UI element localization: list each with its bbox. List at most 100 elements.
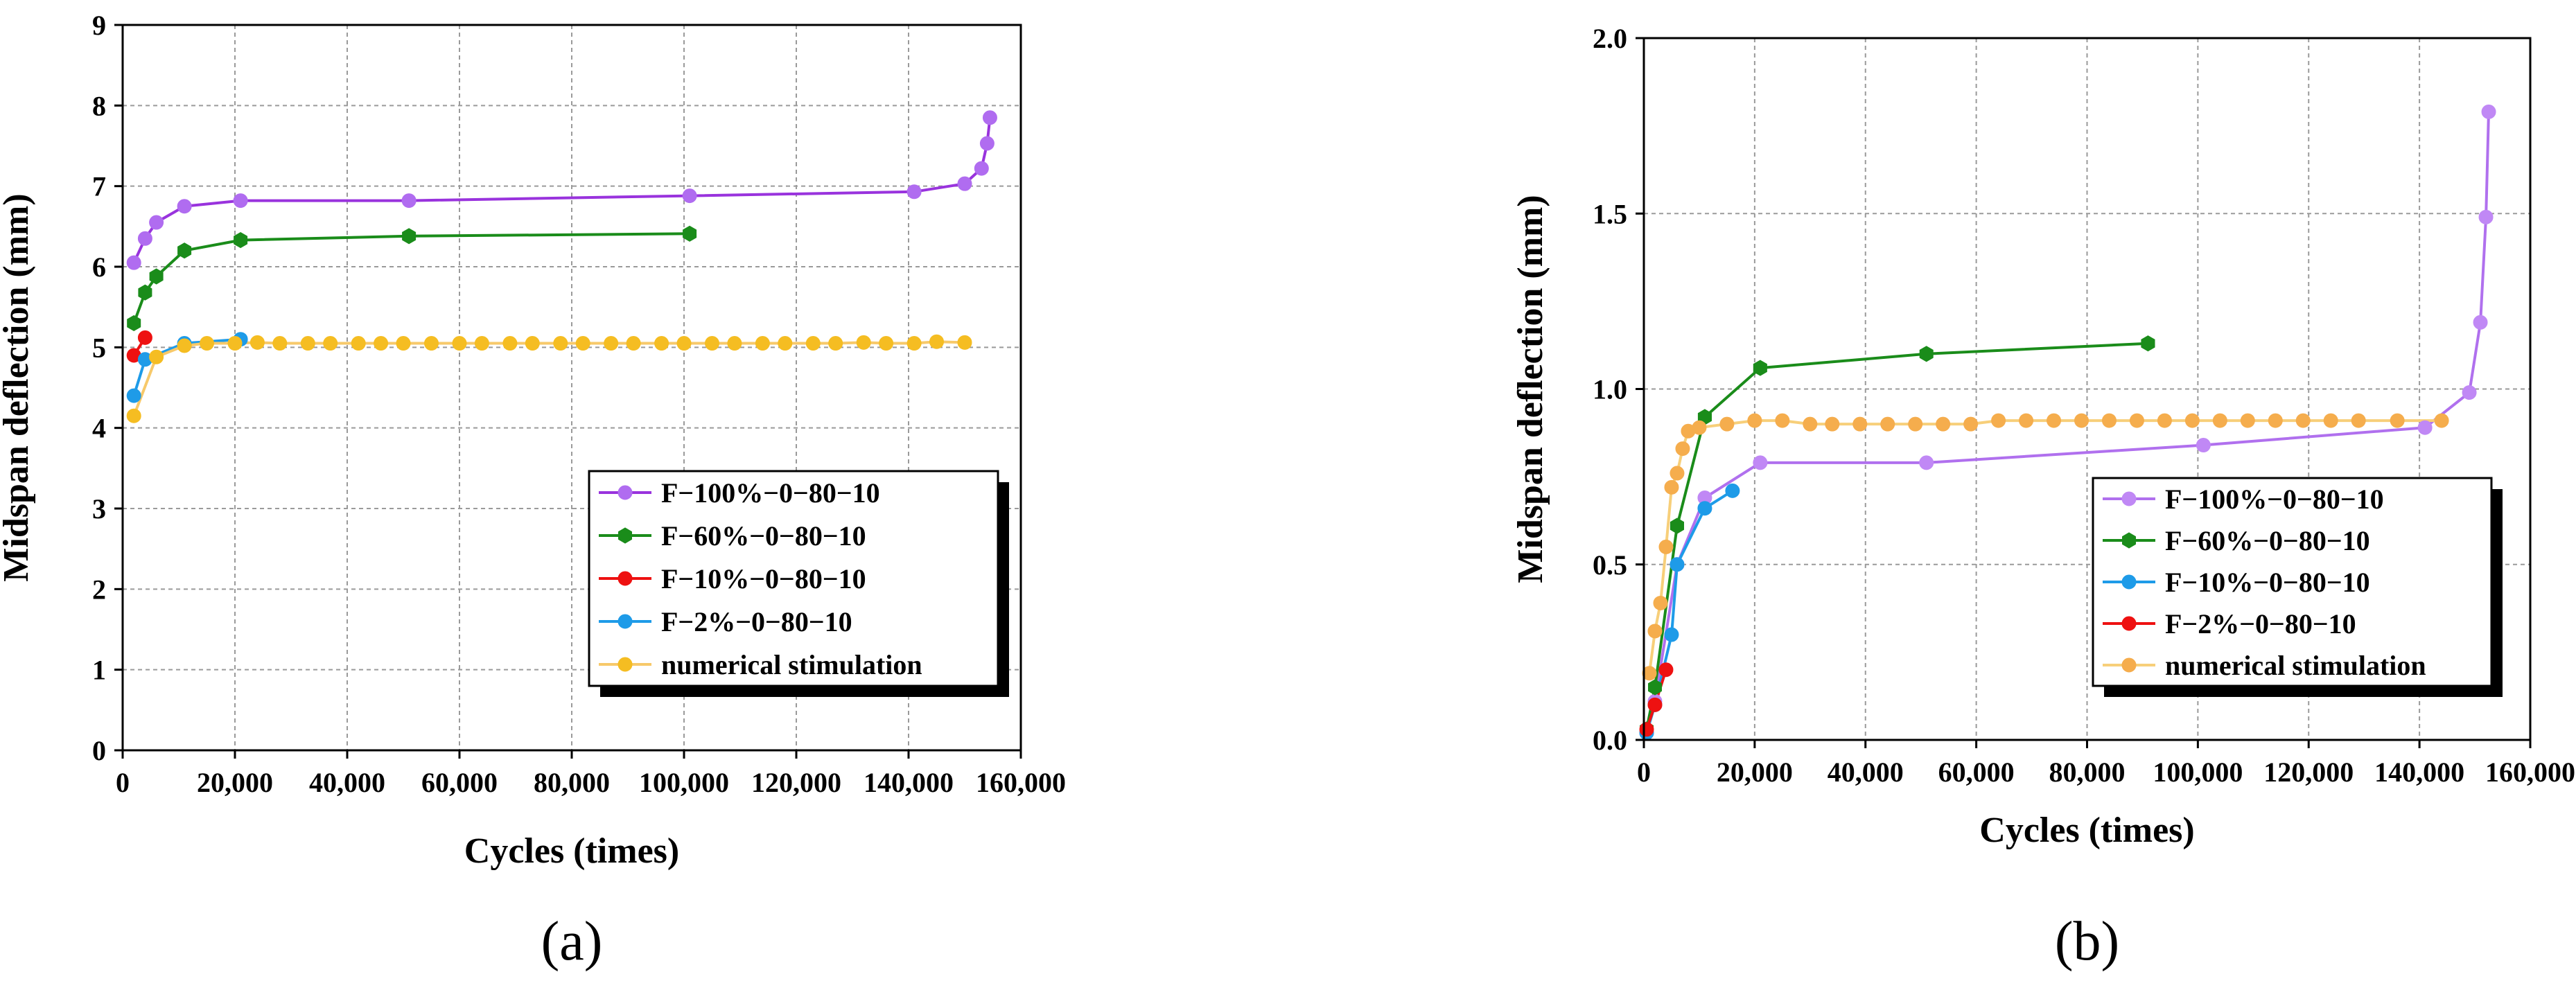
legend-marker <box>617 485 633 500</box>
legend-label: F−2%−0−80−10 <box>661 606 852 637</box>
y-tick-label: 4 <box>92 413 106 444</box>
data-point <box>401 193 417 209</box>
legend-label: F−2%−0−80−10 <box>2165 608 2356 639</box>
x-tick-label: 120,000 <box>2263 757 2354 788</box>
x-tick-label: 0 <box>1637 757 1651 788</box>
data-point <box>126 388 141 403</box>
data-point <box>982 110 997 125</box>
data-point <box>300 336 315 351</box>
gridlines <box>1644 38 2530 740</box>
data-point <box>682 188 697 204</box>
data-point <box>727 336 742 351</box>
y-tick-label: 2.0 <box>1593 23 1627 54</box>
data-point <box>1803 416 1818 432</box>
data-point <box>234 232 248 249</box>
legend-item: F−2%−0−80−10 <box>599 606 852 637</box>
data-point <box>575 336 590 351</box>
data-point <box>929 334 944 349</box>
series-line <box>1645 112 2490 734</box>
legend-label: F−100%−0−80−10 <box>661 477 880 509</box>
data-point <box>402 228 417 245</box>
data-point <box>2268 413 2283 428</box>
data-point <box>2184 413 2200 428</box>
y-tick-label: 6 <box>92 251 106 283</box>
data-point <box>126 255 141 270</box>
data-point <box>2101 413 2117 428</box>
data-point <box>323 336 338 351</box>
data-point <box>525 336 540 351</box>
data-point <box>2074 413 2089 428</box>
data-point <box>1991 413 2006 428</box>
series-0 <box>1645 112 2490 734</box>
legend-marker <box>618 527 632 544</box>
legend-item: numerical stimulation <box>599 649 922 680</box>
legend-item: numerical stimulation <box>2103 650 2426 681</box>
data-point <box>177 242 192 259</box>
data-point <box>828 336 843 351</box>
data-point <box>2417 420 2433 435</box>
data-point <box>1919 346 1934 362</box>
data-point <box>1753 455 1768 470</box>
series-markers-4 <box>1642 413 2449 681</box>
legend-item: F−100%−0−80−10 <box>599 477 880 509</box>
legend-item: F−60%−0−80−10 <box>2103 525 2370 556</box>
data-point <box>1719 416 1735 432</box>
legend-item: F−100%−0−80−10 <box>2103 484 2384 515</box>
data-point <box>856 335 871 350</box>
data-point <box>2295 413 2311 428</box>
legend-item: F−60%−0−80−10 <box>599 520 866 551</box>
data-point <box>1697 501 1712 516</box>
data-point <box>227 336 243 351</box>
legend-marker <box>617 614 633 629</box>
y-tick-label: 3 <box>92 493 106 524</box>
legend-marker <box>2121 657 2137 673</box>
data-point <box>149 268 164 285</box>
legend-box <box>588 470 999 687</box>
legend-label: numerical stimulation <box>2165 650 2426 681</box>
y-tick-label: 1.5 <box>1593 198 1627 229</box>
legend-label: F−60%−0−80−10 <box>2165 525 2370 556</box>
data-point <box>1880 416 1895 432</box>
x-tick-label: 120,000 <box>751 767 841 798</box>
data-point <box>604 336 619 351</box>
x-tick-label: 40,000 <box>309 767 385 798</box>
panel-label: (b) <box>2055 911 2119 972</box>
legend-label: numerical stimulation <box>661 649 922 680</box>
data-point <box>1664 627 1679 642</box>
data-point <box>1852 416 1868 432</box>
data-point <box>2473 315 2488 330</box>
data-point <box>1908 416 1923 432</box>
data-point <box>2157 413 2172 428</box>
data-point <box>2462 385 2477 400</box>
data-point <box>137 330 152 345</box>
y-tick-label: 7 <box>92 171 106 202</box>
data-point <box>1664 479 1679 495</box>
x-tick-label: 20,000 <box>1717 757 1793 788</box>
legend-label: F−10%−0−80−10 <box>2165 567 2370 598</box>
data-point <box>177 199 192 214</box>
legend: F−100%−0−80−10 F−60%−0−80−10 F−10%−0−80−10… <box>2092 477 2503 697</box>
legend-marker <box>2121 616 2137 631</box>
data-point <box>1725 483 1740 498</box>
data-point <box>249 335 265 350</box>
data-point <box>906 336 922 351</box>
data-point <box>272 336 288 351</box>
tick-labels: 0 20,000 40,000 60,000 80,000 100,000 120,000 1… <box>92 10 1066 798</box>
data-point <box>1675 441 1690 457</box>
data-point <box>2047 413 2062 428</box>
legend-marker <box>617 657 633 672</box>
series-markers-1 <box>127 225 697 331</box>
legend-marker <box>2122 532 2136 549</box>
series-line <box>132 340 965 416</box>
data-point <box>974 161 989 176</box>
series-markers-2 <box>126 330 152 363</box>
x-tick-label: 160,000 <box>976 767 1066 798</box>
y-tick-label: 9 <box>92 10 106 41</box>
panel-label: (a) <box>541 911 603 972</box>
legend-marker <box>2121 574 2137 590</box>
data-point <box>2141 335 2155 352</box>
data-point <box>906 184 922 200</box>
y-tick-label: 1.0 <box>1593 374 1627 405</box>
data-point <box>2129 413 2144 428</box>
x-tick-label: 140,000 <box>864 767 954 798</box>
